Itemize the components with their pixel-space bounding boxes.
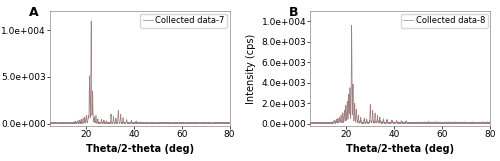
Legend: Collected data-8: Collected data-8	[400, 14, 488, 28]
Legend: Collected data-7: Collected data-7	[140, 14, 227, 28]
X-axis label: Theta/2-theta (deg): Theta/2-theta (deg)	[346, 144, 455, 154]
Text: B: B	[289, 5, 298, 19]
Text: A: A	[28, 5, 38, 19]
Y-axis label: Intensity (cps): Intensity (cps)	[246, 33, 256, 104]
X-axis label: Theta/2-theta (deg): Theta/2-theta (deg)	[86, 144, 194, 154]
